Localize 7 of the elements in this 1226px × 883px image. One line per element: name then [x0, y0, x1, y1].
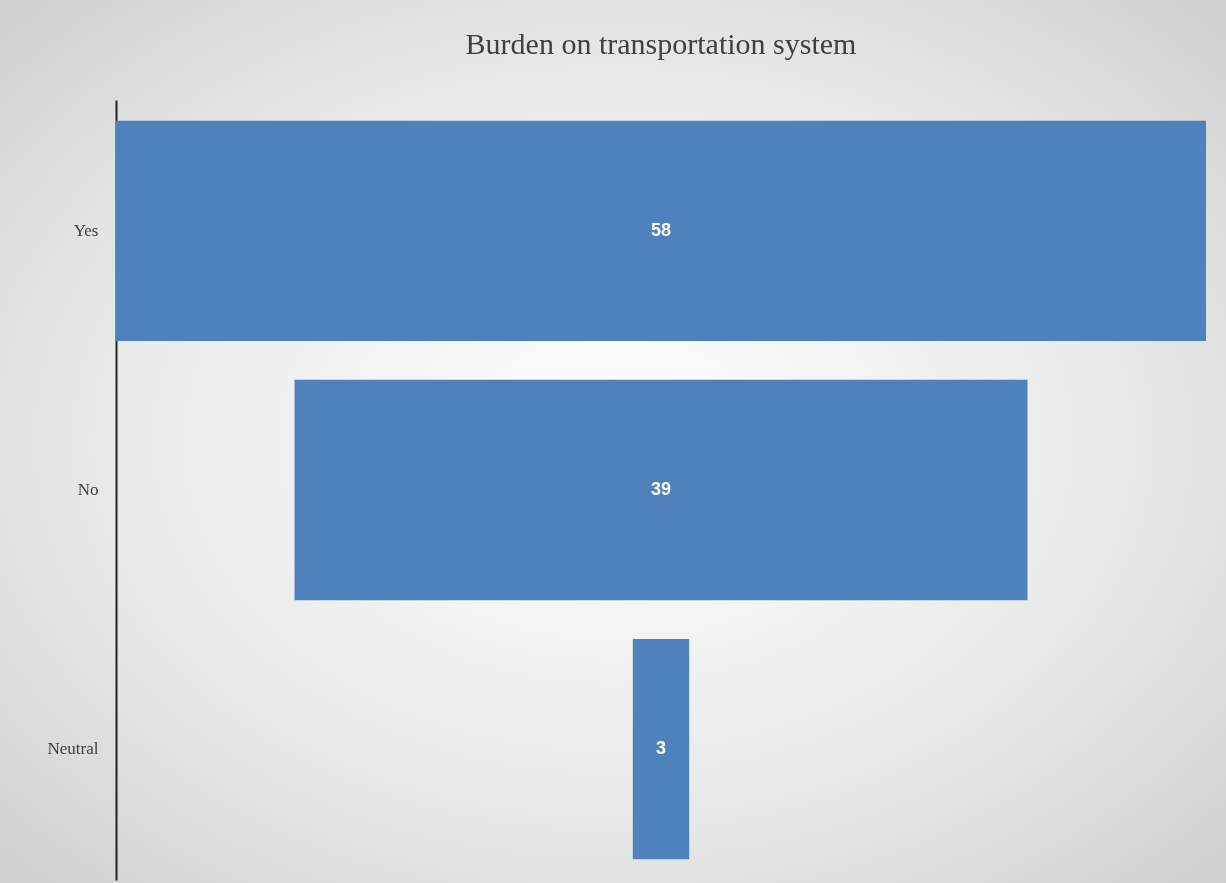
text: Burden on transportation system — [465, 27, 857, 60]
data-label: 3 — [655, 738, 667, 759]
category-label: Neutral — [47, 739, 99, 759]
category-label: Yes — [73, 220, 99, 240]
category-label: No — [77, 480, 99, 499]
data-label: 58 — [650, 219, 672, 240]
data-label: 39 — [650, 479, 672, 499]
